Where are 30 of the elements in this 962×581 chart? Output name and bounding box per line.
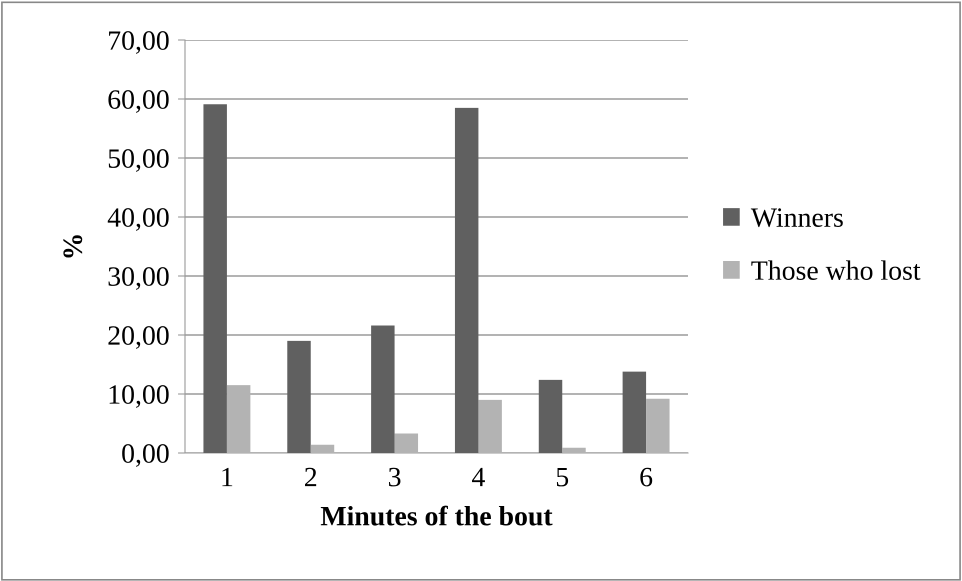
y-tick-label: 50,00 [108, 149, 169, 172]
bar [478, 400, 502, 453]
x-tick-label: 2 [305, 468, 316, 486]
y-axis-title: % [63, 235, 82, 258]
bar [394, 434, 418, 453]
bar [203, 104, 227, 453]
y-tick-label: 0,00 [122, 444, 169, 467]
bar [287, 340, 311, 453]
y-tick-label: 40,00 [108, 208, 169, 231]
bar [562, 448, 586, 453]
x-tick-label: 3 [388, 468, 400, 486]
bar [538, 380, 562, 453]
bar [310, 444, 334, 453]
x-axis-title: Minutes of the bout [320, 506, 553, 526]
x-tick-label: 6 [640, 468, 652, 486]
bar [622, 372, 646, 453]
legend-label: Winners [750, 208, 843, 228]
bar [226, 385, 250, 453]
bar [646, 398, 670, 453]
y-tick-label: 10,00 [110, 385, 169, 408]
bar [371, 326, 395, 453]
x-tick-label: 5 [556, 468, 568, 486]
bar [454, 108, 478, 453]
y-tick-label: 30,00 [108, 267, 169, 290]
x-tick-label: 4 [472, 468, 485, 486]
x-tick-label: 1 [222, 468, 232, 486]
y-tick-label: 70,00 [109, 31, 169, 54]
legend-label: Those who lost [751, 260, 920, 280]
y-tick-label: 20,00 [108, 326, 169, 349]
y-tick-label: 60,00 [108, 90, 169, 113]
